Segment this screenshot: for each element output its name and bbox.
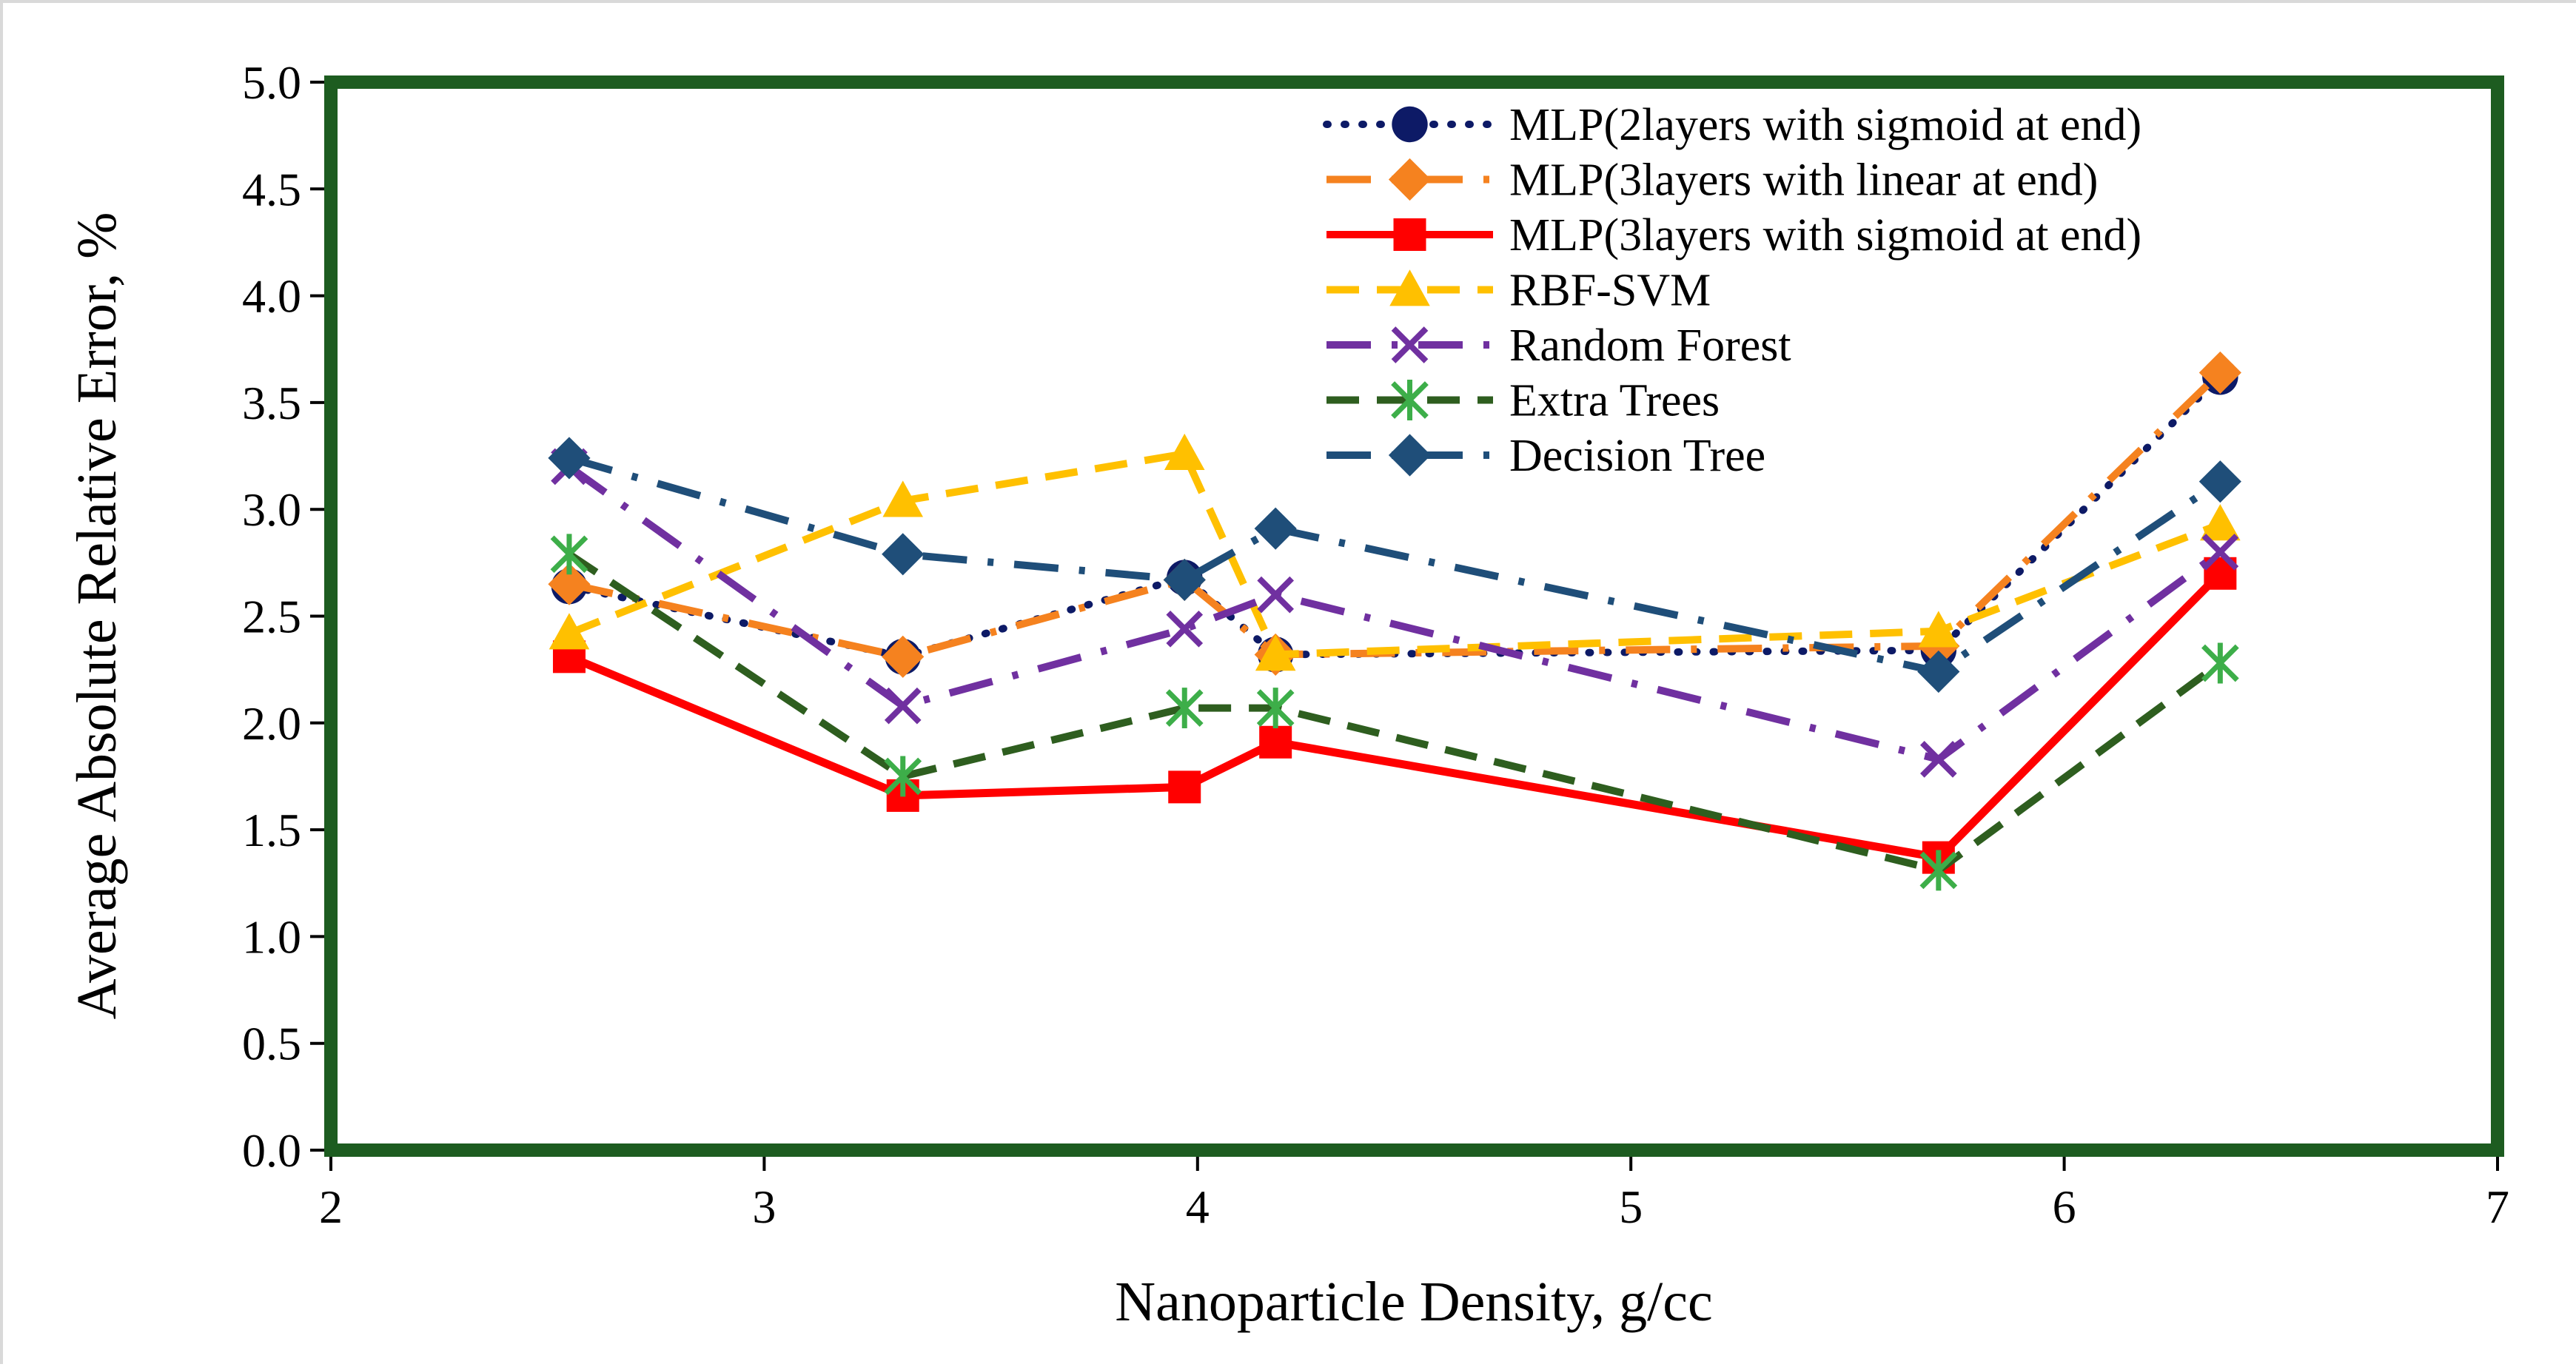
legend-item: MLP(3layers with sigmoid at end) [1326, 210, 2141, 261]
y-tick-label: 2.5 [242, 591, 301, 643]
data-point-star [2201, 642, 2239, 684]
data-point-diamond [548, 562, 591, 605]
y-tick-label: 3.5 [242, 377, 301, 429]
y-tick-label: 4.5 [242, 163, 301, 215]
x-tick-label: 4 [1186, 1180, 1210, 1233]
legend-label: RBF-SVM [1509, 266, 1711, 316]
data-point-circle [1392, 106, 1428, 143]
data-point-cross [1391, 326, 1429, 363]
y-tick-label: 0.5 [242, 1018, 301, 1070]
legend-item: MLP(3layers with linear at end) [1326, 155, 2098, 206]
data-point-diamond [1254, 507, 1297, 550]
data-point-diamond [1917, 650, 1960, 693]
data-point-star [1391, 380, 1429, 420]
y-tick-label: 5.0 [242, 56, 301, 109]
data-point-triangle [1918, 611, 1959, 648]
data-point-star [1256, 688, 1295, 729]
legend-label: Extra Trees [1509, 376, 1720, 426]
y-tick-label: 4.0 [242, 270, 301, 323]
data-point-cross [1257, 576, 1294, 614]
legend-item: RBF-SVM [1326, 266, 1711, 316]
legend-item: Extra Trees [1326, 376, 1720, 426]
line-chart: 0.00.51.01.52.02.53.03.54.04.55.02 3 4 5 6 7 … [3, 3, 2576, 1367]
legend-item: Decision Tree [1326, 431, 1765, 481]
data-point-diamond [1388, 434, 1432, 477]
plot-area-border [324, 75, 2504, 1157]
y-tick-label: 3.0 [242, 483, 301, 536]
series-line [567, 551, 2223, 874]
data-point-diamond [882, 635, 925, 678]
data-point-star [884, 756, 922, 797]
data-point-diamond [2198, 351, 2241, 394]
data-point-triangle [1164, 433, 1205, 470]
series-line [568, 454, 2223, 676]
series-layer [548, 351, 2241, 891]
x-tick-label: 5 [1619, 1180, 1643, 1233]
chart-background [3, 3, 2576, 1367]
data-point-triangle [549, 613, 590, 650]
y-tick-label: 2.0 [242, 697, 301, 750]
legend-label: Decision Tree [1509, 431, 1765, 481]
data-point-star [1919, 850, 1958, 891]
data-point-cross [1920, 741, 1957, 778]
data-point-cross [884, 687, 922, 725]
y-tick-label: 1.5 [242, 804, 301, 856]
data-point-triangle [1389, 269, 1430, 306]
data-point-cross [1166, 610, 1204, 648]
data-point-diamond [1163, 558, 1206, 602]
x-tick-label: 7 [2486, 1180, 2509, 1233]
data-point-triangle [1255, 634, 1296, 671]
data-point-triangle [2200, 504, 2241, 541]
x-tick-label: 6 [2053, 1180, 2076, 1233]
y-tick-label: 0.0 [242, 1124, 301, 1177]
legend-label: MLP(3layers with sigmoid at end) [1509, 210, 2141, 261]
y-axis-title: Average Absolute Relative Error, % [66, 212, 128, 1020]
series-6 [548, 437, 2241, 693]
legend-item: Random Forest [1326, 320, 1791, 371]
legend: MLP(2layers with sigmoid at end)MLP(3lay… [1323, 100, 2141, 481]
series-5 [550, 534, 2239, 891]
data-point-star [550, 534, 588, 575]
series-line [568, 369, 2223, 661]
x-axis-title: Nanoparticle Density, g/cc [1115, 1271, 1713, 1333]
data-point-diamond [882, 533, 925, 576]
data-point-square [1168, 770, 1201, 804]
legend-label: MLP(2layers with sigmoid at end) [1509, 100, 2141, 150]
legend-label: MLP(3layers with linear at end) [1509, 155, 2098, 206]
data-point-cross [2201, 534, 2239, 571]
data-point-diamond [2198, 460, 2241, 503]
y-tick-label: 1.0 [242, 910, 301, 963]
axis-layer: 0.0 0.5 1.0 1.5 2.0 2.5 3.0 3.5 4.0 4.5 5.0 2 3 4 5 6 7 [242, 56, 2509, 1233]
data-point-diamond [1388, 158, 1432, 201]
data-point-diamond [548, 437, 591, 480]
series-line [568, 450, 2222, 659]
x-tick-label: 3 [752, 1180, 776, 1233]
data-point-square [1259, 725, 1292, 759]
series-3 [549, 433, 2241, 671]
data-point-star [1165, 688, 1204, 729]
legend-label: Random Forest [1509, 320, 1791, 371]
legend-item: MLP(2layers with sigmoid at end) [1323, 100, 2141, 150]
x-tick-label: 2 [319, 1180, 343, 1233]
data-point-triangle [882, 480, 924, 517]
series-line [567, 570, 2224, 862]
data-point-square [1393, 218, 1426, 251]
series-line [567, 463, 2223, 763]
